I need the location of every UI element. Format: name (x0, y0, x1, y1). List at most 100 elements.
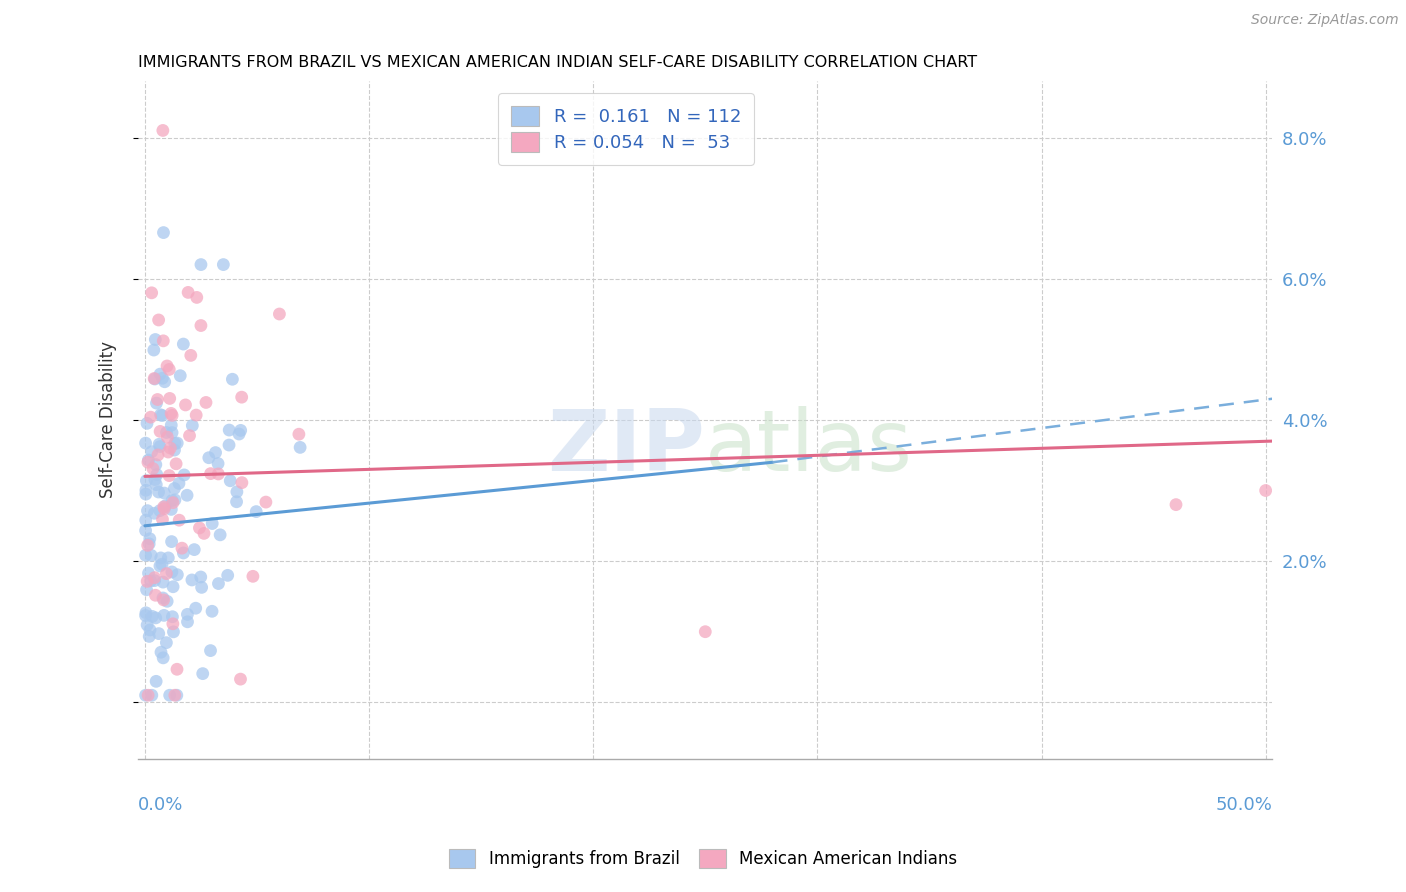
Legend: R =  0.161   N = 112, R = 0.054   N =  53: R = 0.161 N = 112, R = 0.054 N = 53 (498, 94, 754, 165)
Point (150, 558, 173, 572)
Point (162, 496, 184, 510)
Point (149, 558, 172, 573)
Point (143, 574, 166, 588)
Point (142, 461, 165, 475)
Point (159, 688, 181, 702)
Point (172, 337, 194, 351)
Point (139, 532, 162, 546)
Point (143, 333, 166, 347)
Point (166, 436, 188, 450)
Point (138, 537, 160, 551)
Point (190, 318, 212, 333)
Point (157, 468, 180, 483)
Point (148, 313, 170, 327)
Point (136, 538, 159, 552)
Point (166, 567, 188, 582)
Point (145, 477, 167, 491)
Point (142, 343, 165, 357)
Point (152, 123, 174, 137)
Point (149, 367, 172, 381)
Point (695, 624, 717, 639)
Point (156, 594, 179, 608)
Point (143, 506, 166, 520)
Point (160, 534, 183, 549)
Point (155, 425, 177, 440)
Point (186, 290, 208, 304)
Point (195, 395, 218, 409)
Point (163, 436, 186, 450)
Point (149, 425, 172, 439)
Point (136, 574, 159, 589)
Point (201, 516, 224, 531)
Point (143, 571, 166, 585)
Point (141, 444, 163, 458)
Point (135, 483, 157, 498)
Point (207, 457, 229, 471)
Point (138, 629, 160, 643)
Point (148, 485, 170, 500)
Point (135, 606, 157, 620)
Point (135, 474, 157, 488)
Point (200, 643, 222, 657)
Point (190, 580, 212, 594)
Point (181, 418, 204, 433)
Point (180, 348, 202, 362)
Point (174, 398, 197, 412)
Point (150, 645, 173, 659)
Point (148, 437, 170, 451)
Point (152, 575, 174, 590)
Point (150, 409, 173, 423)
Point (146, 467, 169, 482)
Point (149, 503, 172, 517)
Point (219, 474, 242, 488)
Point (152, 226, 174, 240)
Point (167, 476, 190, 491)
Point (157, 362, 180, 376)
Point (162, 609, 184, 624)
Point (163, 482, 186, 496)
Point (145, 458, 167, 472)
Point (135, 524, 157, 538)
Point (141, 285, 163, 300)
Point (159, 392, 181, 406)
Point (162, 580, 184, 594)
Text: atlas: atlas (706, 406, 914, 489)
Point (1254, 483, 1277, 498)
Point (188, 521, 211, 535)
Point (162, 616, 184, 631)
Point (228, 427, 250, 442)
Point (152, 371, 174, 385)
Point (145, 396, 167, 410)
Point (149, 440, 172, 454)
Point (217, 568, 239, 582)
Point (157, 550, 180, 565)
Point (160, 425, 183, 440)
Point (152, 500, 174, 514)
Point (157, 445, 180, 459)
Point (135, 436, 157, 450)
Point (138, 453, 160, 467)
Point (218, 423, 240, 437)
Point (177, 285, 200, 300)
Point (269, 307, 291, 321)
Point (153, 608, 176, 623)
Point (170, 541, 193, 556)
Point (212, 258, 235, 272)
Text: 50.0%: 50.0% (1216, 796, 1272, 814)
Point (229, 672, 252, 686)
Point (186, 408, 208, 422)
Point (190, 258, 212, 272)
Point (149, 408, 172, 422)
Point (135, 487, 157, 501)
Point (288, 427, 311, 442)
Legend: Immigrants from Brazil, Mexican American Indians: Immigrants from Brazil, Mexican American… (441, 843, 965, 875)
Point (204, 445, 226, 459)
Point (135, 513, 157, 527)
Y-axis label: Self-Care Disability: Self-Care Disability (100, 342, 117, 499)
Point (160, 418, 183, 433)
Point (1164, 498, 1187, 512)
Point (135, 688, 157, 702)
Point (143, 371, 166, 385)
Point (166, 688, 188, 702)
Point (162, 624, 184, 639)
